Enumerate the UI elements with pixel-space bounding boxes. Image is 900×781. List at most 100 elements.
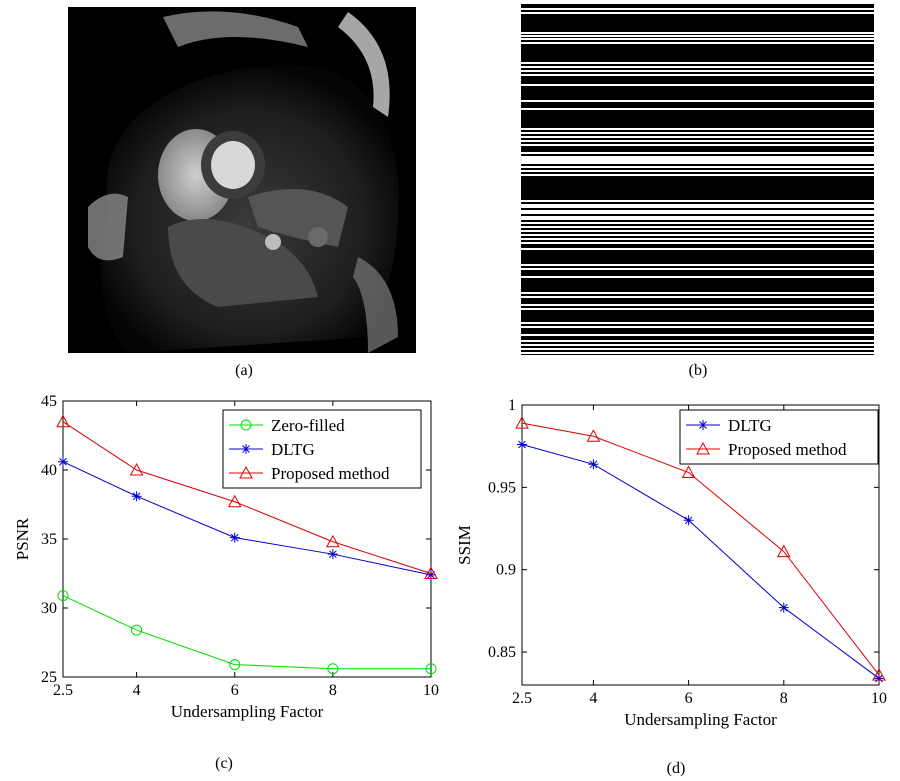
mask-line <box>521 326 874 328</box>
x-tick-label: 2.5 <box>512 690 532 707</box>
x-tick-label: 4 <box>589 690 597 707</box>
y-tick-label: 0.85 <box>488 644 516 661</box>
legend-label: Zero-filled <box>271 416 345 435</box>
mask-line <box>521 174 874 176</box>
data-point-star <box>683 515 694 526</box>
caption-c: (c) <box>215 755 233 772</box>
data-point-star <box>874 673 884 684</box>
mask-line <box>521 12 874 14</box>
series-zero-filled <box>57 590 437 675</box>
mask-line <box>521 344 874 346</box>
series-line <box>62 421 432 574</box>
data-point-triangle <box>776 544 791 558</box>
mask-line <box>521 152 874 154</box>
data-point-star <box>426 569 436 580</box>
mask-line <box>521 212 874 214</box>
y-tick-label: 25 <box>41 669 57 686</box>
mask-line <box>521 348 874 350</box>
mask-line <box>521 276 874 278</box>
data-point-star <box>229 532 240 543</box>
series-line <box>521 422 880 676</box>
x-tick-label: 8 <box>780 690 788 707</box>
data-point-star <box>327 549 338 560</box>
data-point-triangle <box>239 465 253 479</box>
mask-line <box>521 128 874 130</box>
mri-picture <box>68 7 416 353</box>
mask-line <box>521 136 874 138</box>
mask-line <box>521 166 874 168</box>
mask-line <box>521 108 874 110</box>
mask-line <box>521 242 874 244</box>
series-line <box>521 444 880 679</box>
x-tick-label: 6 <box>231 682 239 699</box>
mask-line <box>521 132 874 134</box>
x-tick-label: 8 <box>329 682 337 699</box>
mask-line <box>521 210 874 212</box>
mask-line <box>521 296 874 298</box>
mask-line <box>521 304 874 306</box>
mask-line <box>521 74 874 76</box>
data-point-triangle <box>424 566 438 579</box>
legend: DLTG Proposed method <box>679 409 879 465</box>
y-axis-label: SSIM <box>455 525 474 565</box>
mask-line <box>521 35 874 37</box>
mask-line <box>521 84 874 86</box>
data-point-star <box>241 444 251 454</box>
mask-line <box>521 340 874 342</box>
data-point-triangle <box>872 668 886 681</box>
x-axis-label: Undersampling Factor <box>624 710 777 729</box>
x-tick-label: 6 <box>685 690 693 707</box>
data-point-star <box>58 456 68 467</box>
data-point-circle <box>240 419 252 431</box>
y-tick-label: 35 <box>41 531 57 548</box>
data-point-circle <box>425 663 437 675</box>
series-dltg <box>517 439 884 684</box>
data-point-circle <box>229 659 241 671</box>
mask-line <box>521 100 874 102</box>
y-tick-label: 0.95 <box>488 479 516 496</box>
x-tick-label: 4 <box>133 682 141 699</box>
mask-line <box>521 38 874 40</box>
mask-line <box>521 218 874 220</box>
y-tick-label: 1 <box>508 397 516 414</box>
mask-line <box>521 32 874 34</box>
data-point-star <box>698 420 708 430</box>
mask-line <box>521 70 874 72</box>
legend-label: Proposed method <box>271 464 390 483</box>
y-tick-label: 0.9 <box>496 562 516 579</box>
mask-line <box>521 200 874 202</box>
legend-label: DLTG <box>271 440 315 459</box>
mask-line <box>521 156 874 158</box>
mask-line <box>521 144 874 146</box>
data-point-triangle <box>56 414 70 428</box>
ssim-chart: 2.5 4 6 8 10 0.85 0.9 0.95 1 Undersampling Factor… <box>455 397 887 729</box>
y-tick-label: 40 <box>41 462 57 479</box>
undersampling-mask-image <box>521 4 874 355</box>
mask-line <box>521 308 874 310</box>
y-tick-label: 30 <box>41 600 57 617</box>
data-point-triangle <box>681 465 696 479</box>
mask-line <box>521 292 874 294</box>
series-line <box>62 595 431 670</box>
data-point-circle <box>57 590 69 602</box>
x-axis-label: Undersampling Factor <box>171 702 324 721</box>
mask-line <box>521 322 874 324</box>
cardiac-mri-image <box>68 7 416 353</box>
data-point-triangle <box>129 462 144 476</box>
mask-line <box>521 334 874 336</box>
mask-line <box>521 234 874 236</box>
mask-line <box>521 238 874 240</box>
x-tick-label: 10 <box>423 682 439 699</box>
x-tick-label: 2.5 <box>53 682 73 699</box>
series-proposed-method <box>56 414 438 579</box>
data-point-star <box>517 439 527 450</box>
series-proposed-method <box>515 416 886 681</box>
data-point-circle <box>327 663 339 675</box>
legend: Zero-filled DLTG Proposed method <box>222 409 422 489</box>
mask-line <box>521 204 874 206</box>
caption-a: (a) <box>235 362 253 379</box>
mask-line <box>521 216 874 218</box>
mask-line <box>521 8 874 10</box>
mask-line <box>521 66 874 68</box>
mask-picture <box>521 8 874 354</box>
